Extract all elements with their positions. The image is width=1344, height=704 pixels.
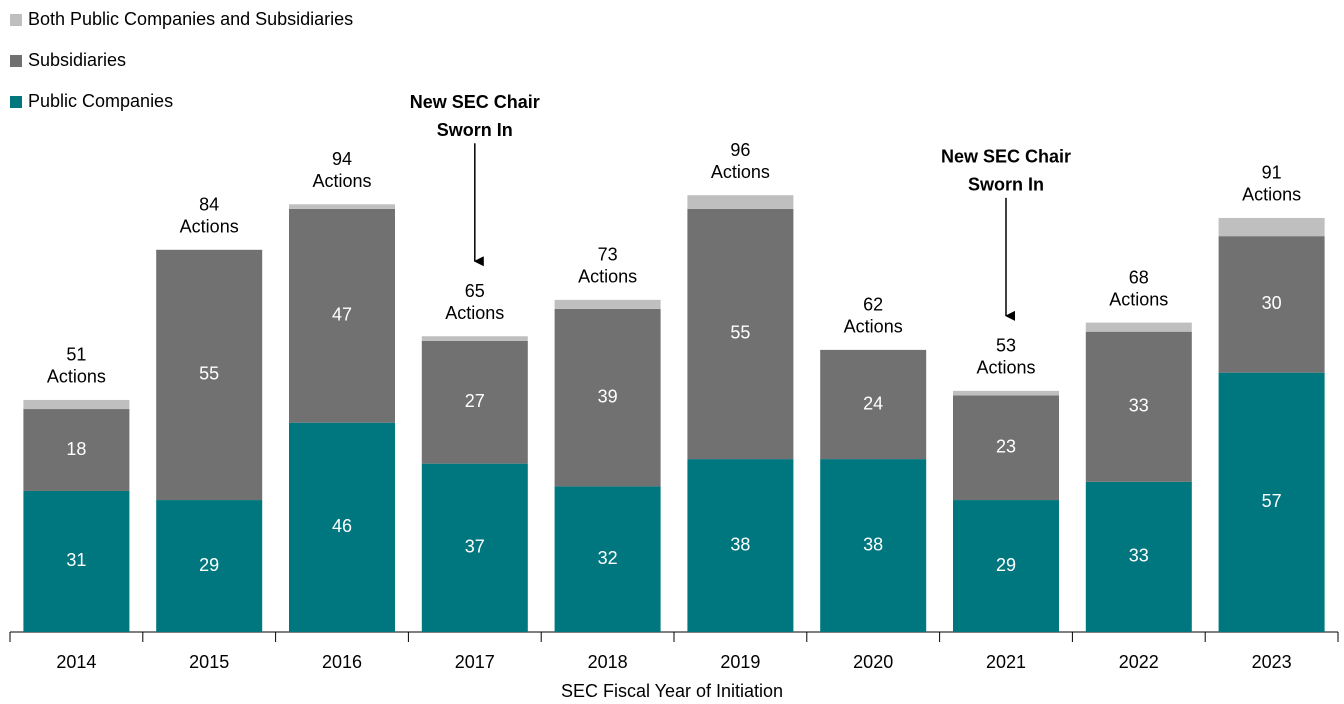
bar-segment (687, 208, 794, 460)
bar-segment (289, 204, 395, 209)
bar-segment (1218, 236, 1325, 373)
bar-segment (554, 308, 661, 487)
bar-segment (953, 500, 1059, 632)
segment-label: 18 (66, 439, 86, 459)
total-label: 91 (1262, 163, 1282, 183)
bar-segment (820, 459, 927, 632)
legend-label: Public Companies (28, 91, 173, 111)
bar-segment (421, 340, 528, 464)
bar-segment (953, 395, 1059, 501)
total-unit: Actions (180, 217, 239, 237)
legend-swatch (10, 96, 22, 108)
total-label: 68 (1129, 267, 1149, 287)
legend-label: Both Public Companies and Subsidiaries (28, 9, 353, 29)
bar-segment (1218, 217, 1325, 237)
bar-segment (23, 399, 130, 410)
total-label: 51 (66, 345, 86, 365)
bar-segment (23, 490, 130, 632)
segment-label: 32 (598, 548, 618, 568)
total-unit: Actions (844, 317, 903, 337)
bar-segment (156, 249, 263, 501)
bar-segment (1085, 322, 1192, 332)
segment-label: 46 (332, 516, 352, 536)
segment-label: 24 (863, 393, 883, 413)
segment-label: 27 (465, 391, 485, 411)
segment-label: 33 (1129, 396, 1149, 416)
total-label: 62 (863, 295, 883, 315)
bar-segment (953, 390, 1059, 396)
total-unit: Actions (578, 267, 637, 287)
segment-label: 55 (199, 364, 219, 384)
x-tick-label: 2021 (986, 652, 1026, 672)
segment-label: 38 (730, 534, 750, 554)
segment-label: 37 (465, 537, 485, 557)
bar-segment (1085, 481, 1192, 632)
x-tick-label: 2023 (1252, 652, 1292, 672)
bar-segment (23, 409, 130, 491)
bar-segment (687, 195, 794, 209)
x-tick-label: 2015 (189, 652, 229, 672)
annotation-text: Sworn In (968, 175, 1044, 195)
x-tick-label: 2019 (720, 652, 760, 672)
segment-label: 39 (598, 386, 618, 406)
segment-label: 29 (199, 555, 219, 575)
total-label: 94 (332, 149, 352, 169)
total-unit: Actions (711, 162, 770, 182)
legend-swatch (10, 55, 22, 67)
x-tick-label: 2018 (588, 652, 628, 672)
total-label: 73 (598, 245, 618, 265)
bar-segment (289, 422, 395, 632)
total-unit: Actions (445, 303, 504, 323)
annotation-text: New SEC Chair (410, 92, 540, 112)
total-unit: Actions (1242, 185, 1301, 205)
segment-label: 23 (996, 436, 1016, 456)
total-unit: Actions (976, 358, 1035, 378)
segment-label: 31 (66, 550, 86, 570)
total-unit: Actions (1109, 289, 1168, 309)
bar-segment (554, 486, 661, 632)
x-tick-label: 2014 (56, 652, 96, 672)
x-axis-title: SEC Fiscal Year of Initiation (561, 681, 783, 701)
bar-segment (421, 463, 528, 632)
x-tick-label: 2016 (322, 652, 362, 672)
x-tick-label: 2017 (455, 652, 495, 672)
segment-label: 33 (1129, 546, 1149, 566)
segment-label: 57 (1262, 491, 1282, 511)
total-label: 84 (199, 195, 219, 215)
x-tick-label: 2020 (853, 652, 893, 672)
bar-segment (820, 349, 927, 460)
total-unit: Actions (312, 171, 371, 191)
segment-label: 38 (863, 534, 883, 554)
bar-segment (289, 208, 395, 423)
annotation-text: New SEC Chair (941, 147, 1071, 167)
annotation-text: Sworn In (437, 120, 513, 140)
segment-label: 55 (730, 323, 750, 343)
total-label: 53 (996, 336, 1016, 356)
legend-swatch (10, 14, 22, 26)
bar-segment (554, 299, 661, 309)
total-label: 65 (465, 281, 485, 301)
total-label: 96 (730, 140, 750, 160)
segment-label: 29 (996, 555, 1016, 575)
bar-segment (1218, 372, 1325, 632)
bar-segment (156, 500, 263, 632)
bar-segment (421, 336, 528, 341)
x-tick-label: 2022 (1119, 652, 1159, 672)
total-unit: Actions (47, 367, 106, 387)
segment-label: 47 (332, 305, 352, 325)
bar-segment (687, 459, 794, 632)
bar-segment (1085, 331, 1192, 482)
legend-label: Subsidiaries (28, 50, 126, 70)
segment-label: 30 (1262, 293, 1282, 313)
